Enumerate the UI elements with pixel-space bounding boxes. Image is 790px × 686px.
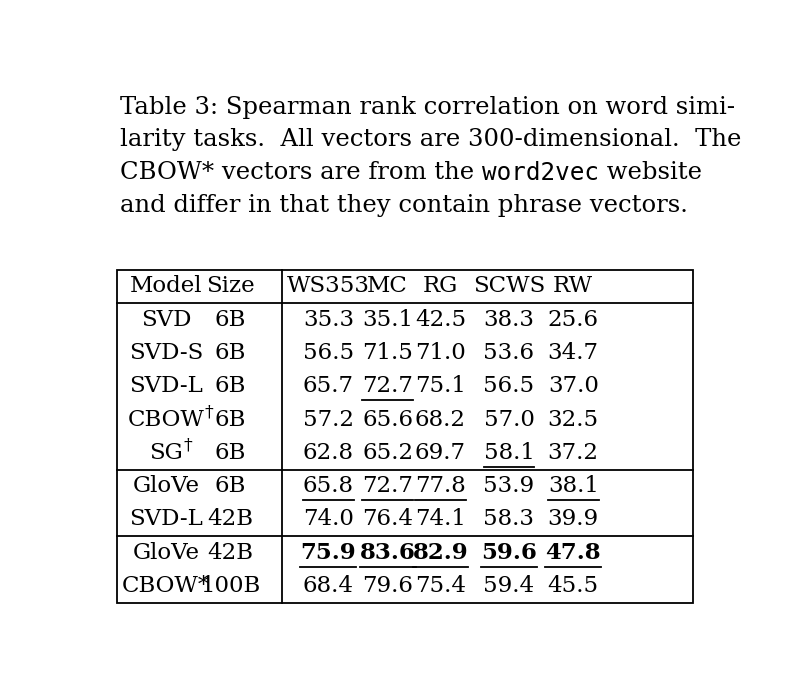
Text: 69.7: 69.7 <box>415 442 466 464</box>
Text: 75.4: 75.4 <box>415 575 466 597</box>
Text: 53.6: 53.6 <box>483 342 535 364</box>
Text: SG: SG <box>149 442 183 464</box>
Text: 71.5: 71.5 <box>363 342 413 364</box>
Text: SCWS: SCWS <box>473 276 545 298</box>
Text: GloVe: GloVe <box>133 475 200 497</box>
Text: WS353: WS353 <box>287 276 370 298</box>
Text: 6B: 6B <box>215 342 246 364</box>
Text: MC: MC <box>367 276 408 298</box>
Text: 56.5: 56.5 <box>303 342 354 364</box>
Text: 74.0: 74.0 <box>303 508 354 530</box>
Text: 75.1: 75.1 <box>415 375 466 397</box>
Text: CBOW* vectors are from the: CBOW* vectors are from the <box>120 161 482 184</box>
Text: 65.7: 65.7 <box>303 375 354 397</box>
Text: 38.1: 38.1 <box>547 475 599 497</box>
Text: 45.5: 45.5 <box>547 575 599 597</box>
Text: 68.2: 68.2 <box>415 409 466 431</box>
Text: 59.4: 59.4 <box>483 575 535 597</box>
Text: 57.0: 57.0 <box>483 409 534 431</box>
Text: 6B: 6B <box>215 375 246 397</box>
Text: 83.6: 83.6 <box>359 542 416 564</box>
Text: 65.6: 65.6 <box>362 409 413 431</box>
Text: 38.3: 38.3 <box>483 309 535 331</box>
Text: 100B: 100B <box>200 575 261 597</box>
Text: CBOW*: CBOW* <box>122 575 210 597</box>
Text: 72.7: 72.7 <box>363 375 413 397</box>
Text: 79.6: 79.6 <box>363 575 413 597</box>
Text: 77.8: 77.8 <box>415 475 466 497</box>
Text: 42B: 42B <box>208 508 254 530</box>
Text: 58.1: 58.1 <box>483 442 534 464</box>
Text: 37.0: 37.0 <box>547 375 599 397</box>
Text: CBOW: CBOW <box>128 409 205 431</box>
Text: 32.5: 32.5 <box>547 409 599 431</box>
Text: 6B: 6B <box>215 442 246 464</box>
Text: 53.9: 53.9 <box>483 475 535 497</box>
Text: †: † <box>183 436 192 453</box>
Text: RW: RW <box>553 276 593 298</box>
Text: 74.1: 74.1 <box>415 508 466 530</box>
Text: 34.7: 34.7 <box>547 342 599 364</box>
Text: 47.8: 47.8 <box>545 542 601 564</box>
Text: 35.1: 35.1 <box>363 309 413 331</box>
Text: SVD-L: SVD-L <box>130 375 203 397</box>
Text: 59.6: 59.6 <box>481 542 537 564</box>
Text: 6B: 6B <box>215 309 246 331</box>
Text: 82.9: 82.9 <box>412 542 468 564</box>
Text: 68.4: 68.4 <box>303 575 354 597</box>
Text: 35.3: 35.3 <box>303 309 354 331</box>
Text: SVD-S: SVD-S <box>129 342 203 364</box>
Text: RG: RG <box>423 276 458 298</box>
Text: Size: Size <box>206 276 254 298</box>
Text: 37.2: 37.2 <box>547 442 599 464</box>
Text: 6B: 6B <box>215 475 246 497</box>
Text: SVD: SVD <box>141 309 191 331</box>
Text: 65.8: 65.8 <box>303 475 354 497</box>
Text: 62.8: 62.8 <box>303 442 354 464</box>
Text: 75.9: 75.9 <box>300 542 356 564</box>
Text: 72.7: 72.7 <box>363 475 413 497</box>
Text: 39.9: 39.9 <box>547 508 599 530</box>
Text: 25.6: 25.6 <box>547 309 599 331</box>
Text: 57.2: 57.2 <box>303 409 354 431</box>
Text: website: website <box>599 161 702 184</box>
Text: and differ in that they contain phrase vectors.: and differ in that they contain phrase v… <box>120 193 688 217</box>
Text: 58.3: 58.3 <box>483 508 535 530</box>
Text: 56.5: 56.5 <box>483 375 535 397</box>
Text: 42.5: 42.5 <box>415 309 466 331</box>
Text: SVD-L: SVD-L <box>130 508 203 530</box>
Text: 6B: 6B <box>215 409 246 431</box>
Text: 42B: 42B <box>208 542 254 564</box>
Text: word2vec: word2vec <box>482 161 599 185</box>
Text: †: † <box>205 403 213 420</box>
Text: Model: Model <box>130 276 202 298</box>
Text: Table 3: Spearman rank correlation on word simi-: Table 3: Spearman rank correlation on wo… <box>120 95 735 119</box>
Text: 65.2: 65.2 <box>362 442 413 464</box>
Text: larity tasks.  All vectors are 300-dimensional.  The: larity tasks. All vectors are 300-dimens… <box>120 128 742 152</box>
Text: 76.4: 76.4 <box>363 508 413 530</box>
Text: 71.0: 71.0 <box>415 342 466 364</box>
Text: GloVe: GloVe <box>133 542 200 564</box>
